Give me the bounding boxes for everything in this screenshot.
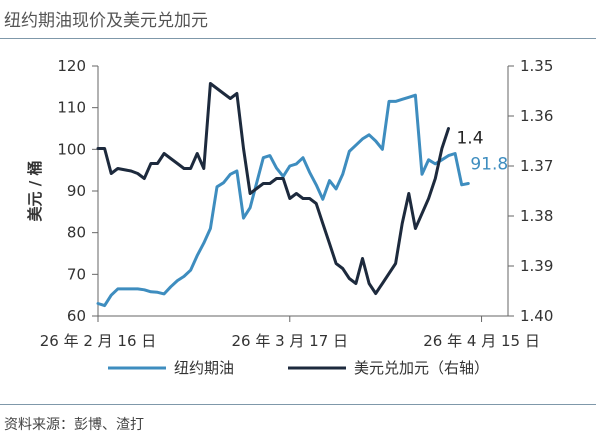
title-divider (0, 38, 596, 39)
legend-label-2: 美元兑加元（右轴） (354, 359, 489, 377)
x-tick-label: 26 年 2 月 16 日 (40, 332, 157, 350)
legend-label-1: 纽约期油 (174, 359, 234, 377)
right-tick-label: 1.38 (520, 207, 553, 225)
right-tick-label: 1.40 (520, 307, 553, 325)
right-tick-label: 1.36 (520, 107, 553, 125)
left-tick-label: 80 (67, 224, 86, 242)
left-tick-label: 110 (57, 99, 86, 117)
series-end-label-1: 91.8 (470, 155, 508, 175)
left-tick-label: 90 (67, 182, 86, 200)
left-tick-label: 60 (67, 307, 86, 325)
chart-title: 纽约期油现价及美元兑加元 (4, 11, 208, 31)
right-tick-label: 1.35 (520, 57, 553, 75)
left-axis-title: 美元 / 桶 (26, 161, 44, 222)
source-divider (0, 404, 596, 405)
series-line-2 (96, 82, 450, 295)
source-note: 资料来源：彭博、渣打 (4, 417, 144, 433)
series-line-1 (96, 93, 470, 308)
left-tick-label: 120 (57, 57, 86, 75)
series-end-label-2: 1.4 (456, 129, 483, 149)
left-tick-label: 100 (57, 140, 86, 158)
x-tick-label: 26 年 4 月 15 日 (423, 332, 540, 350)
right-tick-label: 1.39 (520, 257, 553, 275)
x-tick-label: 26 年 3 月 17 日 (231, 332, 348, 350)
left-tick-label: 70 (67, 265, 86, 283)
right-tick-label: 1.37 (520, 157, 553, 175)
